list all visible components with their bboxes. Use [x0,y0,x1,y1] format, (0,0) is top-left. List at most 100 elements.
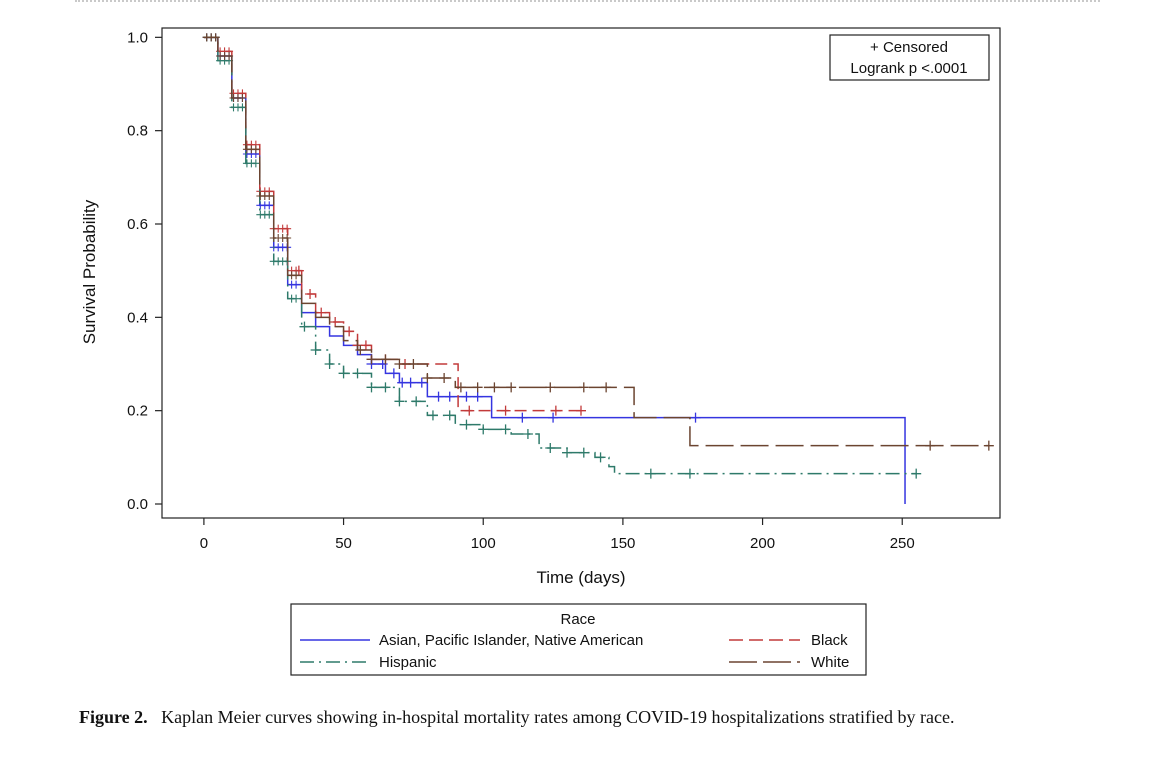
censor-mark-2 [595,452,606,463]
censor-mark-0 [517,412,528,423]
annotation-frame [829,34,990,81]
x-axis-title: Time (days) [536,568,625,587]
series-line-0 [203,36,906,504]
y-tick-label: 0.0 [127,496,148,513]
censor-mark-early-3 [225,52,234,60]
y-tick-label: 0.6 [127,216,148,233]
censor-mark-1 [464,405,475,416]
censor-mark-3 [925,440,936,451]
censored-note: + Censored [870,39,948,56]
censor-mark-early-2 [265,210,274,219]
censor-mark-2 [500,424,511,435]
y-axis-ticks: 0.0 0.2 0.4 0.6 0.8 1.0 [127,29,162,513]
censor-mark-2 [310,345,321,355]
x-tick-label: 0 [200,535,208,552]
x-tick-label: 250 [890,535,915,552]
caption-label: Figure 2. [79,707,148,727]
censor-mark-early-3 [292,271,301,280]
censor-mark-0 [416,377,427,388]
legend-title: Race [560,611,595,628]
censor-mark-3 [489,382,500,393]
censor-mark-early-3 [238,94,247,102]
censor-mark-2 [366,382,377,393]
censor-mark-2 [522,429,533,439]
censor-mark-0 [388,368,399,379]
censor-mark-3 [408,359,419,369]
x-tick-label: 50 [335,535,352,552]
censor-mark-3 [394,359,405,369]
censor-mark-3 [366,354,377,365]
censor-mark-1 [360,340,371,351]
censor-mark-0 [461,391,472,402]
censor-mark-2 [578,447,589,458]
censor-mark-early-3 [211,33,220,42]
figure-caption: Figure 2. Kaplan Meier curves showing in… [79,705,1109,729]
censored-logrank-box: + Censored Logrank p <.0001 [829,34,990,81]
top-dotted-rule [75,0,1100,2]
censor-mark-early-3 [251,145,260,154]
censor-mark-2 [427,410,438,421]
censor-mark-early-3 [265,192,274,200]
legend-label-hispanic: Hispanic [379,654,437,671]
x-tick-label: 100 [471,535,496,552]
caption-text: Kaplan Meier curves showing in-hospital … [161,707,955,727]
censor-mark-3 [422,373,433,383]
censor-mark-2 [684,468,695,479]
censor-mark-3 [983,440,994,451]
censor-mark-0 [444,391,455,402]
censor-mark-3 [578,382,589,393]
x-tick-label: 200 [750,535,775,552]
survival-curves [202,33,994,504]
logrank-note: Logrank p <.0001 [850,60,967,77]
censor-mark-3 [472,382,483,393]
censor-mark-2 [545,443,556,453]
legend-label-asian: Asian, Pacific Islander, Native American [379,632,643,649]
censor-mark-1 [330,317,341,327]
censor-mark-0 [472,391,483,402]
censor-mark-early-2 [292,294,301,303]
censor-mark-0 [548,412,559,423]
censor-mark-1 [500,405,511,416]
censor-mark-3 [455,382,466,393]
plot-frame [161,27,1001,519]
censor-mark-0 [690,412,701,423]
censor-mark-0 [433,391,444,402]
censor-mark-2 [478,424,489,435]
censor-mark-0 [397,377,408,388]
censor-mark-1 [344,326,355,337]
censor-mark-2 [380,382,391,393]
censor-mark-2 [394,396,405,407]
censor-mark-2 [444,410,455,421]
legend: Race Asian, Pacific Islander, Native Ame… [290,603,867,676]
censor-mark-2 [338,368,349,379]
censor-mark-0 [405,377,416,388]
censor-mark-1 [316,307,327,318]
censor-mark-2 [352,368,363,379]
series-line-2 [203,36,917,475]
censor-mark-1 [576,405,586,416]
y-tick-label: 0.8 [127,123,148,140]
y-tick-label: 1.0 [127,29,148,46]
censor-mark-3 [506,382,517,393]
censor-mark-early-2 [251,159,260,168]
kaplan-meier-chart: 0 50 100 150 200 250 0.0 0.2 0.4 0.6 0.8 1.0 Time … [80,27,1001,676]
y-tick-label: 0.2 [127,403,148,420]
x-tick-label: 150 [610,535,635,552]
censor-mark-3 [380,354,391,365]
censor-mark-early-1 [283,224,292,233]
censor-mark-2 [299,321,310,332]
legend-label-white: White [811,654,849,671]
censor-mark-2 [411,396,422,407]
censor-mark-2 [911,468,922,479]
censor-mark-3 [439,373,450,383]
censor-mark-3 [355,345,366,355]
censor-mark-2 [324,359,335,369]
censor-mark-early-0 [265,201,274,210]
legend-label-black: Black [811,632,848,649]
censor-mark-3 [601,382,612,393]
censor-mark-2 [562,447,573,458]
censor-mark-1 [305,289,316,299]
y-tick-label: 0.4 [127,309,148,326]
censor-mark-2 [461,419,472,430]
censor-mark-2 [645,468,656,479]
